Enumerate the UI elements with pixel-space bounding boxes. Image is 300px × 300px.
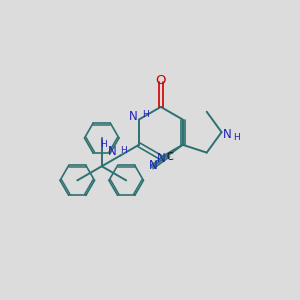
Text: H: H bbox=[100, 140, 107, 149]
Text: N: N bbox=[149, 159, 158, 172]
Text: C: C bbox=[167, 152, 173, 162]
Text: N: N bbox=[129, 110, 138, 123]
Text: N: N bbox=[223, 128, 231, 141]
Text: N: N bbox=[156, 152, 165, 165]
Text: H: H bbox=[233, 133, 240, 142]
Text: O: O bbox=[156, 74, 166, 87]
Text: H: H bbox=[120, 146, 127, 155]
Text: N: N bbox=[108, 146, 117, 158]
Text: H: H bbox=[142, 110, 149, 119]
